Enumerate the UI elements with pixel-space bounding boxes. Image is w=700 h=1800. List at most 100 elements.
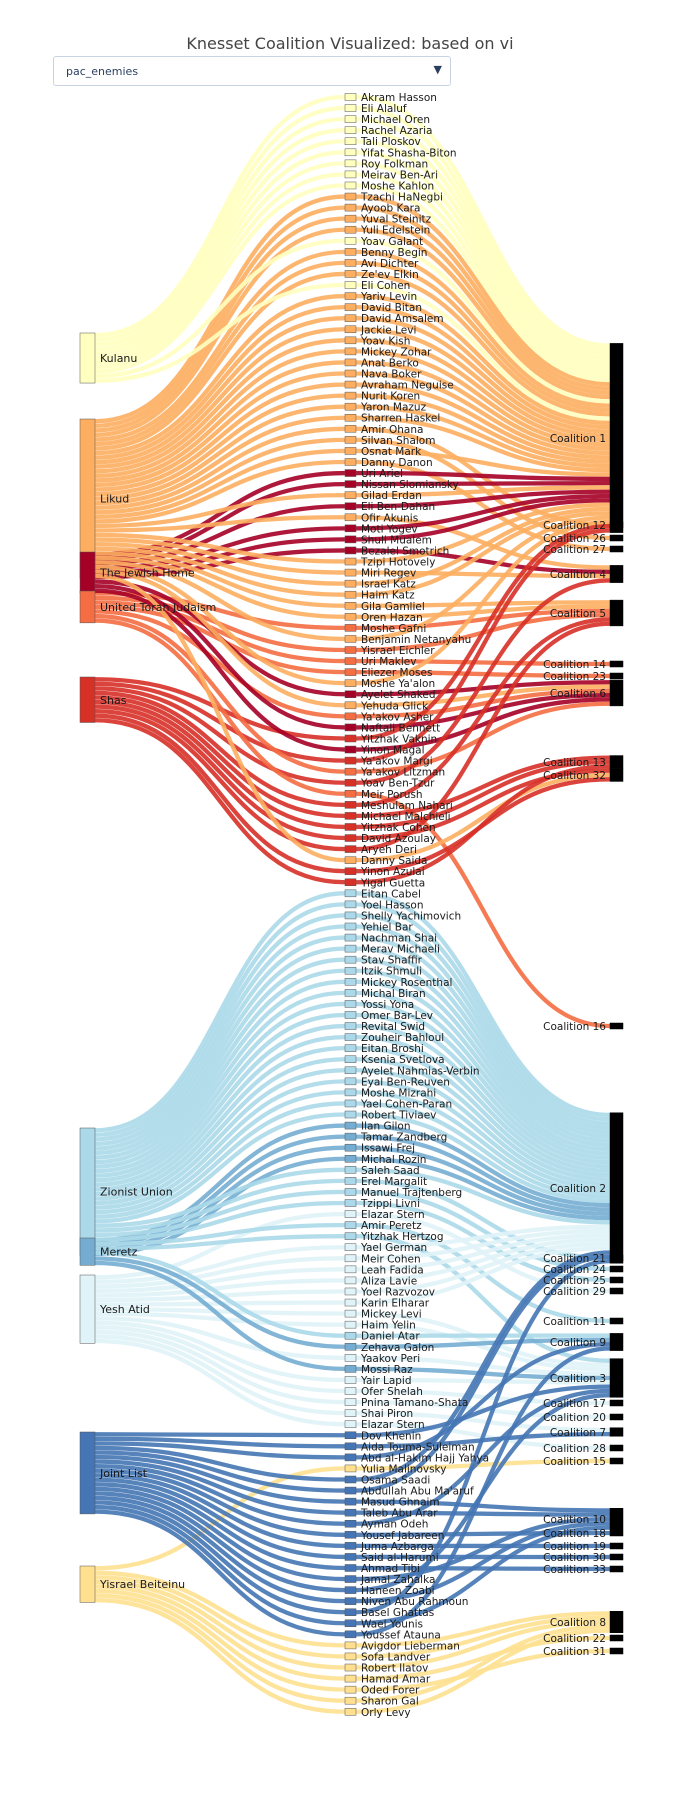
member-node-abdullah-abu-ma-aruf-126[interactable] <box>344 1486 357 1495</box>
chevron-down-icon[interactable]: ▼ <box>433 63 442 76</box>
member-node-jamal-zahalka-134[interactable] <box>344 1575 357 1583</box>
coalition-node-coalition-28[interactable] <box>609 1444 624 1452</box>
link-sofa-landver-to-coalition-8[interactable] <box>355 1615 611 1659</box>
coalition-node-coalition-11[interactable] <box>609 1317 624 1325</box>
link-aliza-lavie-to-coalition-2[interactable] <box>355 1237 611 1283</box>
link-revital-swid-to-coalition-2[interactable] <box>355 1023 611 1169</box>
link-yuval-steinitz-to-coalition-1[interactable] <box>355 216 611 395</box>
coalition-node-coalition-10[interactable] <box>609 1508 624 1530</box>
coalition-node-coalition-21[interactable] <box>609 1254 624 1262</box>
member-node-amir-ohana-30[interactable] <box>344 425 357 433</box>
dataset-dropdown[interactable]: pac_enemies ▼ <box>53 56 451 86</box>
member-node-sharren-haskel-29[interactable] <box>344 413 357 422</box>
link-zionist-union-to-stav-shaffir[interactable] <box>94 957 346 1160</box>
link-kulanu-to-tali-ploskov[interactable] <box>94 139 346 356</box>
member-node-karin-elharar-109[interactable] <box>344 1298 357 1307</box>
link-uri-maklev-to-coalition-14[interactable] <box>355 658 611 667</box>
link-yisrael-beiteinu-to-sofa-landver[interactable] <box>94 1575 346 1659</box>
coalition-node-coalition-8[interactable] <box>609 1611 624 1633</box>
link-danny-danon-to-coalition-27[interactable] <box>355 459 611 552</box>
coalition-node-coalition-16[interactable] <box>609 1022 624 1030</box>
link-zionist-union-to-eitan-cabel[interactable] <box>94 891 346 1133</box>
link-sharren-haskel-to-coalition-1[interactable] <box>355 415 611 473</box>
link-the-jewish-home-to-yinon-magal[interactable] <box>94 588 346 752</box>
link-kulanu-to-yifat-shasha-biton[interactable] <box>94 150 346 361</box>
coalition-node-coalition-26[interactable] <box>609 534 624 542</box>
link-likud-to-sharren-haskel[interactable] <box>94 415 346 506</box>
member-node-shuli-mualem-40[interactable] <box>344 535 357 544</box>
link-yesh-atid-to-shai-piron[interactable] <box>94 1334 346 1416</box>
link-yoav-kish-to-coalition-1[interactable] <box>355 338 611 443</box>
member-node-ya-akov-litzman-61[interactable] <box>344 767 357 776</box>
party-node-united-torah-judaism[interactable] <box>79 590 96 624</box>
link-yisrael-beiteinu-to-sharon-gal[interactable] <box>94 1593 346 1703</box>
link-yisrael-beiteinu-to-avigdor-lieberman[interactable] <box>94 1570 346 1648</box>
link-ahmad-tibi-to-coalition-33[interactable] <box>355 1565 611 1572</box>
link-zionist-union-to-zouheir-bahloul[interactable] <box>94 1034 346 1192</box>
link-eyal-ben-reuven-to-coalition-2[interactable] <box>355 1079 611 1191</box>
link-eliezer-moses-to-coalition-23[interactable] <box>355 669 611 679</box>
link-zionist-union-to-itzik-shmuli[interactable] <box>94 968 346 1165</box>
link-kulanu-to-meirav-ben-ari[interactable] <box>94 172 346 370</box>
member-node-juma-azbarga-131[interactable] <box>344 1542 357 1550</box>
link-joint-list-to-dov-khenin[interactable] <box>94 1432 346 1438</box>
link-meshulam-nahari-to-coalition-5[interactable] <box>355 617 611 807</box>
link-anat-berko-to-coalition-1[interactable] <box>355 360 611 451</box>
member-node-yael-german-104[interactable] <box>344 1243 357 1251</box>
link-masud-ghnaim-to-coalition-10[interactable] <box>355 1499 611 1513</box>
link-zionist-union-to-shelly-yachimovich[interactable] <box>94 913 346 1142</box>
link-ya-akov-asher-to-coalition-6[interactable] <box>355 688 611 719</box>
link-oren-hazan-to-coalition-5[interactable] <box>355 604 611 619</box>
coalition-node-coalition-5[interactable] <box>609 599 624 627</box>
link-abdullah-abu-ma-aruf-to-coalition-2[interactable] <box>355 1254 611 1493</box>
link-yoel-hasson-to-coalition-2[interactable] <box>355 902 611 1122</box>
member-node-michael-malchieli-65[interactable] <box>344 812 357 820</box>
coalition-node-coalition-13[interactable] <box>609 755 624 769</box>
member-node-ofer-shelah-117[interactable] <box>344 1387 357 1395</box>
link-bezalel-smotrich-to-coalition-4[interactable] <box>355 548 611 574</box>
member-node-leah-fadida-106[interactable] <box>344 1265 357 1274</box>
member-node-moshe-gafni-48[interactable] <box>344 624 357 632</box>
link-nurit-koren-to-coalition-1[interactable] <box>355 393 611 464</box>
member-node-erel-margalit-98[interactable] <box>344 1177 357 1185</box>
member-node-yuli-edelstein-12[interactable] <box>344 225 357 234</box>
link-basel-ghattas-to-coalition-2[interactable] <box>355 1258 611 1615</box>
link-united-torah-judaism-to-meir-porush[interactable] <box>94 618 346 796</box>
link-meir-cohen-to-coalition-2[interactable] <box>355 1228 611 1261</box>
link-zionist-union-to-daniel-atar[interactable] <box>94 1250 346 1338</box>
member-node-yair-lapid-116[interactable] <box>344 1376 357 1384</box>
link-zionist-union-to-tzippi-livni[interactable] <box>94 1200 346 1242</box>
link-yifat-shasha-biton-to-coalition-1[interactable] <box>355 150 611 370</box>
link-zionist-union-to-ayelet-nahmias-verbin[interactable] <box>94 1068 346 1206</box>
member-node-meshulam-nahari-64[interactable] <box>344 801 357 809</box>
link-likud-to-nava-boker[interactable] <box>94 371 346 488</box>
member-node-moshe-mizrahi-90[interactable] <box>344 1088 357 1097</box>
link-likud-to-danny-danon[interactable] <box>94 459 346 524</box>
member-node-zehava-galon-113[interactable] <box>344 1343 357 1351</box>
link-ze-ev-elkin-to-coalition-1[interactable] <box>355 271 611 417</box>
link-zionist-union-to-yoel-hasson[interactable] <box>94 902 346 1137</box>
member-node-rachel-azaria-3[interactable] <box>344 126 357 134</box>
link-orly-levy-to-coalition-8[interactable] <box>355 1628 611 1714</box>
party-node-kulanu[interactable] <box>79 332 96 384</box>
coalition-node-coalition-32[interactable] <box>609 768 624 782</box>
coalition-node-coalition-20[interactable] <box>609 1413 624 1421</box>
link-joint-list-to-taleb-abu-arar[interactable] <box>94 1459 346 1515</box>
link-shas-to-yitzhak-cohen[interactable] <box>94 699 346 830</box>
link-joint-list-to-masud-ghnaim[interactable] <box>94 1454 346 1504</box>
link-ofir-akunis-to-coalition-4[interactable] <box>355 515 611 570</box>
member-node-omer-bar-lev-83[interactable] <box>344 1011 357 1019</box>
link-yehiel-bar-to-coalition-2[interactable] <box>355 924 611 1130</box>
link-yael-cohen-paran-to-coalition-2[interactable] <box>355 1101 611 1199</box>
member-node-yuval-steinitz-11[interactable] <box>344 214 357 223</box>
member-node-haim-yelin-111[interactable] <box>344 1320 357 1329</box>
link-likud-to-miri-regev[interactable] <box>94 537 346 575</box>
link-eitan-broshi-to-coalition-2[interactable] <box>355 1046 611 1178</box>
link-likud-to-gila-gamliel[interactable] <box>94 551 346 608</box>
link-zionist-union-to-merav-michaeli[interactable] <box>94 946 346 1156</box>
member-node-merav-michaeli-77[interactable] <box>344 944 357 953</box>
member-node-robert-tiviaev-92[interactable] <box>344 1110 357 1119</box>
member-node-michael-oren-2[interactable] <box>344 115 357 123</box>
member-node-roy-folkman-6[interactable] <box>344 159 357 168</box>
member-node-shai-piron-119[interactable] <box>344 1409 357 1417</box>
